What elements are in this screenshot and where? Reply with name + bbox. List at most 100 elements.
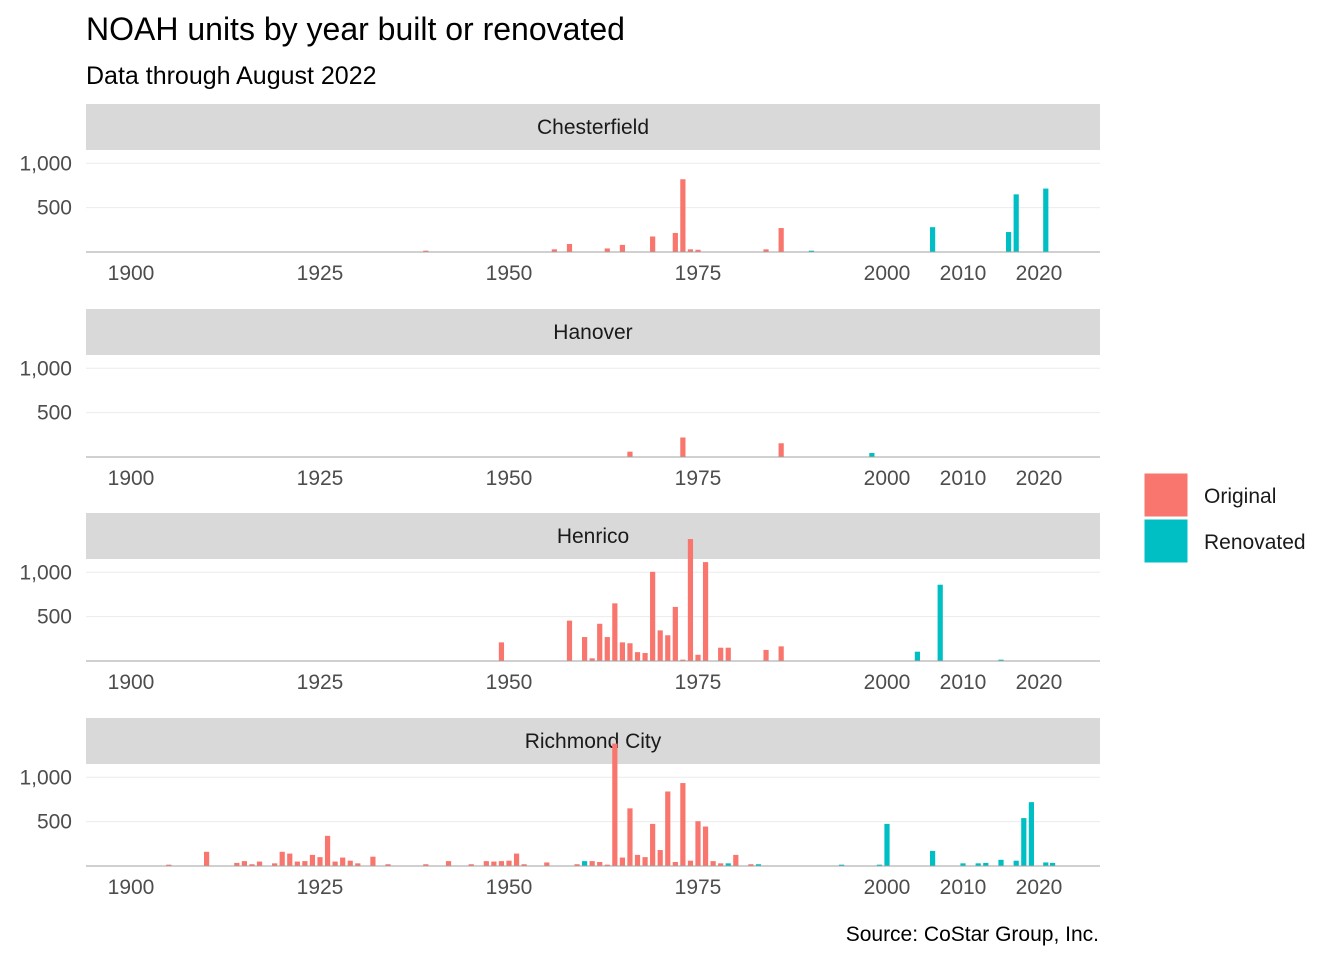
bar-original bbox=[582, 637, 588, 661]
bar-original bbox=[491, 861, 497, 866]
facet-strip bbox=[86, 513, 1100, 559]
bar-original bbox=[597, 623, 603, 661]
bar-original bbox=[619, 244, 625, 252]
x-tick-label: 1925 bbox=[297, 876, 344, 899]
bar-original bbox=[665, 791, 671, 866]
bar-original bbox=[551, 249, 557, 252]
x-tick-label: 2020 bbox=[1016, 671, 1063, 694]
bar-original bbox=[650, 236, 656, 252]
x-tick-label: 1900 bbox=[108, 262, 155, 285]
bar-renovated bbox=[1028, 802, 1034, 866]
bar-original bbox=[680, 179, 686, 252]
x-tick-label: 2000 bbox=[864, 671, 911, 694]
bar-original bbox=[566, 244, 573, 252]
chart-title: NOAH units by year built or renovated bbox=[86, 11, 625, 47]
bar-original bbox=[612, 603, 618, 661]
bar-original bbox=[566, 620, 573, 661]
x-tick-label: 1975 bbox=[675, 262, 722, 285]
facet-strip bbox=[86, 718, 1100, 764]
bar-renovated bbox=[1043, 862, 1049, 866]
bar-original bbox=[483, 861, 489, 866]
y-tick-label: 1,000 bbox=[19, 357, 72, 380]
facet-strip-label: Chesterfield bbox=[537, 116, 649, 139]
bar-original bbox=[355, 863, 361, 866]
bar-original bbox=[423, 250, 429, 252]
facet-strip-label: Richmond City bbox=[525, 730, 662, 753]
x-tick-label: 1900 bbox=[108, 876, 155, 899]
facet-strip-label: Henrico bbox=[557, 525, 629, 548]
bar-original bbox=[763, 649, 769, 661]
bar-original bbox=[718, 647, 724, 661]
x-tick-label: 1950 bbox=[486, 671, 533, 694]
bar-renovated bbox=[1013, 194, 1019, 252]
bar-original bbox=[332, 861, 338, 866]
bar-original bbox=[589, 658, 595, 661]
bar-original bbox=[665, 635, 671, 661]
bar-original bbox=[710, 861, 716, 866]
bar-renovated bbox=[930, 227, 936, 252]
bar-original bbox=[597, 862, 603, 866]
bar-original bbox=[513, 853, 520, 866]
bar-renovated bbox=[937, 584, 943, 661]
bar-original bbox=[687, 539, 694, 661]
x-tick-label: 2010 bbox=[940, 671, 987, 694]
bar-original bbox=[445, 861, 452, 866]
bar-original bbox=[370, 856, 376, 866]
bar-renovated bbox=[884, 823, 890, 866]
x-tick-label: 2020 bbox=[1016, 262, 1063, 285]
bar-renovated bbox=[869, 453, 875, 457]
bar-original bbox=[294, 861, 300, 866]
bar-original bbox=[642, 653, 648, 661]
bar-original bbox=[385, 864, 391, 866]
bar-original bbox=[604, 864, 610, 866]
bar-original bbox=[733, 854, 739, 866]
bar-original bbox=[642, 857, 648, 866]
bar-original bbox=[506, 860, 512, 866]
x-tick-label: 1975 bbox=[675, 876, 722, 899]
bar-renovated bbox=[983, 862, 989, 866]
y-tick-label: 1,000 bbox=[19, 152, 72, 175]
bar-original bbox=[423, 864, 429, 866]
bar-original bbox=[687, 860, 694, 866]
bar-renovated bbox=[1013, 860, 1019, 866]
facet-panels: Chesterfield 500 1,000 1900 1925 1950 1975 2000… bbox=[19, 104, 1100, 899]
x-tick-label: 1975 bbox=[675, 671, 722, 694]
bar-renovated bbox=[1021, 818, 1027, 866]
facet-chesterfield: Chesterfield 500 1,000 1900 1925 1950 1975 2000… bbox=[19, 104, 1100, 285]
y-tick-label: 500 bbox=[37, 606, 72, 629]
bar-original bbox=[619, 642, 625, 661]
bar-original bbox=[695, 654, 701, 661]
bar-original bbox=[302, 861, 308, 866]
source-caption: Source: CoStar Group, Inc. bbox=[846, 923, 1099, 946]
bar-original bbox=[324, 835, 331, 866]
legend-swatch-renovated bbox=[1143, 518, 1189, 564]
bar-original bbox=[166, 864, 172, 866]
x-tick-label: 2010 bbox=[940, 876, 987, 899]
bar-original bbox=[619, 857, 625, 866]
legend-label-original: Original bbox=[1204, 485, 1276, 508]
bar-renovated bbox=[1043, 188, 1049, 252]
bar-original bbox=[680, 659, 686, 661]
bar-renovated bbox=[839, 864, 845, 866]
bar-original bbox=[672, 862, 678, 866]
x-tick-label: 1925 bbox=[297, 467, 344, 490]
bar-renovated bbox=[876, 864, 883, 866]
bar-original bbox=[340, 857, 346, 866]
bar-renovated bbox=[582, 861, 588, 866]
bar-original bbox=[680, 437, 686, 457]
bar-renovated bbox=[725, 863, 731, 866]
bar-renovated bbox=[998, 659, 1004, 661]
bar-original bbox=[778, 646, 784, 661]
legend-label-renovated: Renovated bbox=[1204, 531, 1306, 554]
bar-original bbox=[680, 783, 686, 866]
bar-renovated bbox=[755, 864, 762, 866]
bar-original bbox=[589, 861, 595, 866]
bar-renovated bbox=[930, 850, 936, 866]
bar-original bbox=[687, 249, 694, 252]
bar-original bbox=[498, 861, 505, 866]
bar-renovated bbox=[1006, 232, 1012, 252]
y-tick-label: 500 bbox=[37, 811, 72, 834]
y-tick-label: 500 bbox=[37, 402, 72, 425]
bar-renovated bbox=[1049, 862, 1056, 866]
